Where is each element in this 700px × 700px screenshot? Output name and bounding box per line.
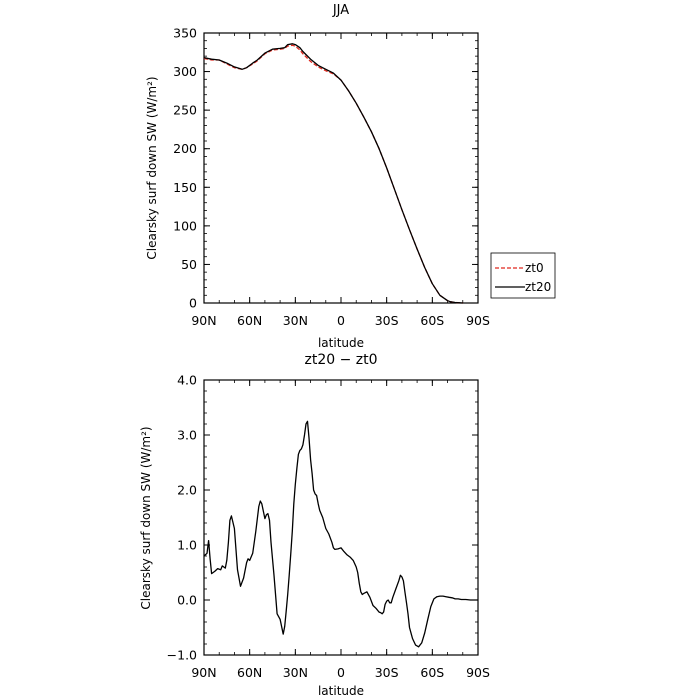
x-tick-label: 30S xyxy=(375,313,399,328)
top-chart-panel: 0 50 100 150 200 250 300 350 90N 60N 30N 0 30S 60S 90S… xyxy=(145,3,556,350)
y-axis-label: Clearsky surf down SW (W/m²) xyxy=(145,76,159,259)
x-tick-label: 60S xyxy=(420,313,444,328)
tick-marks xyxy=(203,379,479,656)
x-tick-label: 30N xyxy=(283,313,308,328)
chart-title: JJA xyxy=(332,3,349,18)
series-line-difference xyxy=(203,420,478,648)
x-tick-label: 90S xyxy=(466,665,490,680)
y-tick-label: 2.0 xyxy=(177,483,197,498)
bottom-chart-panel: −1.0 0.0 1.0 2.0 3.0 4.0 90N 60N 30N 0 30S 60S 90S z… xyxy=(139,352,490,698)
series-lines xyxy=(203,43,463,304)
x-tick-label: 30S xyxy=(375,665,399,680)
series-lines xyxy=(203,420,478,648)
y-tick-label: 50 xyxy=(181,257,197,272)
y-tick-label: 200 xyxy=(173,141,197,156)
y-tick-label: 3.0 xyxy=(177,428,197,443)
y-tick-label: 0 xyxy=(189,296,197,311)
x-tick-label: 90N xyxy=(191,665,216,680)
y-tick-label: 0.0 xyxy=(177,593,197,608)
chart-title: zt20 − zt0 xyxy=(304,352,377,368)
x-tick-label: 30N xyxy=(283,665,308,680)
y-tick-label: −1.0 xyxy=(167,648,197,663)
x-tick-label: 60N xyxy=(237,665,262,680)
x-axis-label: latitude xyxy=(318,336,364,350)
legend-label-zt0: zt0 xyxy=(525,261,544,275)
x-tick-label: 0 xyxy=(337,313,345,328)
x-tick-label: 90N xyxy=(191,313,216,328)
y-tick-label: 4.0 xyxy=(177,373,197,388)
series-line-zt20 xyxy=(203,43,463,304)
x-tick-label: 0 xyxy=(337,665,345,680)
y-tick-label: 100 xyxy=(173,218,197,233)
x-tick-label: 60N xyxy=(237,313,262,328)
y-tick-label: 250 xyxy=(173,103,197,118)
x-tick-label: 60S xyxy=(420,665,444,680)
tick-marks xyxy=(203,32,479,304)
y-tick-label: 300 xyxy=(173,64,197,79)
legend: zt0 zt20 xyxy=(490,252,556,299)
plot-frame xyxy=(203,32,479,304)
y-tick-label: 350 xyxy=(173,26,197,41)
y-tick-label: 1.0 xyxy=(177,538,197,553)
x-axis-label: latitude xyxy=(318,684,364,698)
x-tick-label: 90S xyxy=(466,313,490,328)
y-tick-label: 150 xyxy=(173,180,197,195)
legend-box xyxy=(490,252,556,299)
y-axis-label: Clearsky surf down SW (W/m²) xyxy=(139,426,153,609)
legend-label-zt20: zt20 xyxy=(525,280,551,294)
plot-frame xyxy=(203,379,479,656)
tick-labels: −1.0 0.0 1.0 2.0 3.0 4.0 90N 60N 30N 0 30S 60S 90S xyxy=(167,373,490,681)
tick-labels: 0 50 100 150 200 250 300 350 90N 60N 30N 0 30S 60S 90S xyxy=(173,26,490,329)
